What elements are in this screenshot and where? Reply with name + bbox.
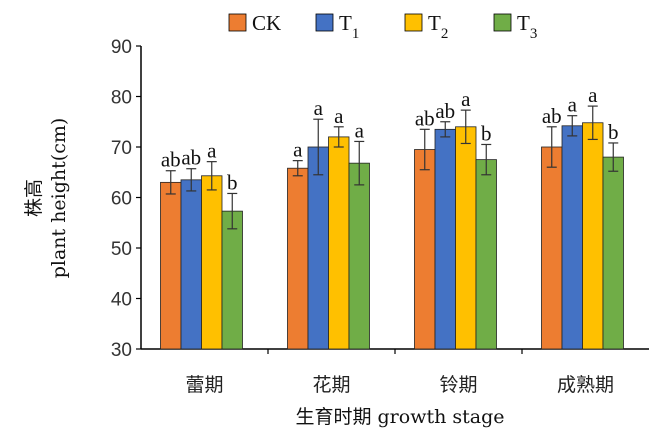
significance-label: a	[334, 104, 344, 128]
significance-label: ab	[181, 146, 201, 170]
legend: CK T1 T2 T3	[228, 11, 537, 42]
legend-swatch-t3	[493, 13, 512, 32]
legend-label-ck: CK	[252, 11, 281, 35]
significance-label: a	[314, 96, 324, 120]
legend-item-t1: T1	[315, 11, 359, 42]
legend-swatch-t1	[315, 13, 334, 32]
legend-swatch-ck	[228, 13, 247, 32]
legend-label-t2: T2	[428, 11, 448, 42]
significance-label: ab	[415, 106, 435, 130]
bar	[582, 122, 604, 350]
y-tick-label: 60	[111, 189, 132, 210]
bar	[221, 210, 243, 350]
x-axis-title: 生育时期 growth stage	[295, 406, 504, 428]
bar	[180, 179, 202, 350]
significance-label: a	[293, 138, 303, 162]
y-axis-title-en: plant height(cm)	[48, 118, 70, 279]
x-category-label: 铃期	[439, 374, 477, 396]
y-tick-label: 50	[111, 239, 132, 260]
x-category-label: 成熟期	[557, 374, 614, 396]
bar	[475, 159, 497, 350]
x-category-label: 蕾期	[185, 374, 223, 396]
significance-label: ab	[435, 99, 455, 123]
legend-swatch-t2	[404, 13, 423, 32]
bar	[561, 125, 583, 350]
bar	[160, 181, 182, 350]
bar	[434, 128, 456, 350]
significance-label: a	[588, 83, 598, 107]
significance-label: a	[461, 87, 471, 111]
legend-item-t3: T3	[493, 11, 537, 42]
significance-label: a	[207, 139, 217, 163]
significance-label: ab	[161, 148, 181, 172]
bar	[287, 167, 309, 350]
significance-label: a	[568, 93, 578, 117]
significance-label: b	[608, 120, 619, 144]
bar	[348, 162, 370, 350]
y-tick-label: 70	[111, 138, 132, 159]
bar	[541, 146, 563, 350]
bar	[414, 149, 436, 350]
significance-label: b	[227, 170, 238, 194]
y-axis-title-cn: 株高	[23, 179, 45, 217]
x-category-label: 花期	[312, 374, 350, 396]
bar	[201, 175, 223, 350]
y-tick-label: 90	[111, 37, 132, 58]
y-tick-label: 80	[111, 88, 132, 109]
legend-item-t2: T2	[404, 11, 448, 42]
y-tick-label: 40	[111, 290, 132, 311]
bar	[602, 156, 624, 350]
bar	[455, 126, 477, 350]
y-tick-label: 30	[111, 340, 132, 361]
legend-label-t3: T3	[517, 11, 537, 42]
bar	[307, 146, 329, 350]
legend-label-t1: T1	[339, 11, 359, 42]
significance-label: a	[355, 118, 365, 142]
significance-label: ab	[542, 104, 562, 128]
legend-item-ck: CK	[228, 11, 281, 35]
significance-label: b	[481, 121, 492, 145]
bar	[328, 136, 350, 350]
